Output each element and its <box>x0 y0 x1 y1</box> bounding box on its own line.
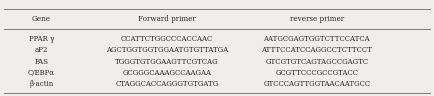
Text: Gene: Gene <box>32 15 51 23</box>
Text: CTAGGCACCAGGGTGTGATG: CTAGGCACCAGGGTGTGATG <box>115 80 219 88</box>
Text: ATTTCCATCCAGGCCTCTTCCT: ATTTCCATCCAGGCCTCTTCCT <box>261 46 372 54</box>
Text: aP2: aP2 <box>35 46 48 54</box>
Text: AATGCGAGTGGTCTTCCATCA: AATGCGAGTGGTCTTCCATCA <box>263 35 370 43</box>
Text: GTCCCAGTTGGTAACAATGCC: GTCCCAGTTGGTAACAATGCC <box>263 80 370 88</box>
Text: AGCTGGTGGTGGAATGTGTTATGA: AGCTGGTGGTGGAATGTGTTATGA <box>106 46 228 54</box>
Text: PPAR γ: PPAR γ <box>29 35 54 43</box>
Text: C/EBPα: C/EBPα <box>28 69 55 77</box>
Text: Forward primer: Forward primer <box>138 15 196 23</box>
Text: reverse primer: reverse primer <box>290 15 344 23</box>
Text: GCGGGCAAAGCCAAGAA: GCGGGCAAAGCCAAGAA <box>122 69 212 77</box>
Text: FAS: FAS <box>34 58 48 66</box>
Text: CCATTCTGGCCCACCAAC: CCATTCTGGCCCACCAAC <box>121 35 213 43</box>
Text: β-actin: β-actin <box>29 80 53 88</box>
Text: GCGTTCCCGCCGTACC: GCGTTCCCGCCGTACC <box>275 69 358 77</box>
Text: GTCGTGTCAGTAGCCGAGTC: GTCGTGTCAGTAGCCGAGTC <box>265 58 368 66</box>
Text: TGGGTGTGGAAGTTCGTCAG: TGGGTGTGGAAGTTCGTCAG <box>115 58 219 66</box>
